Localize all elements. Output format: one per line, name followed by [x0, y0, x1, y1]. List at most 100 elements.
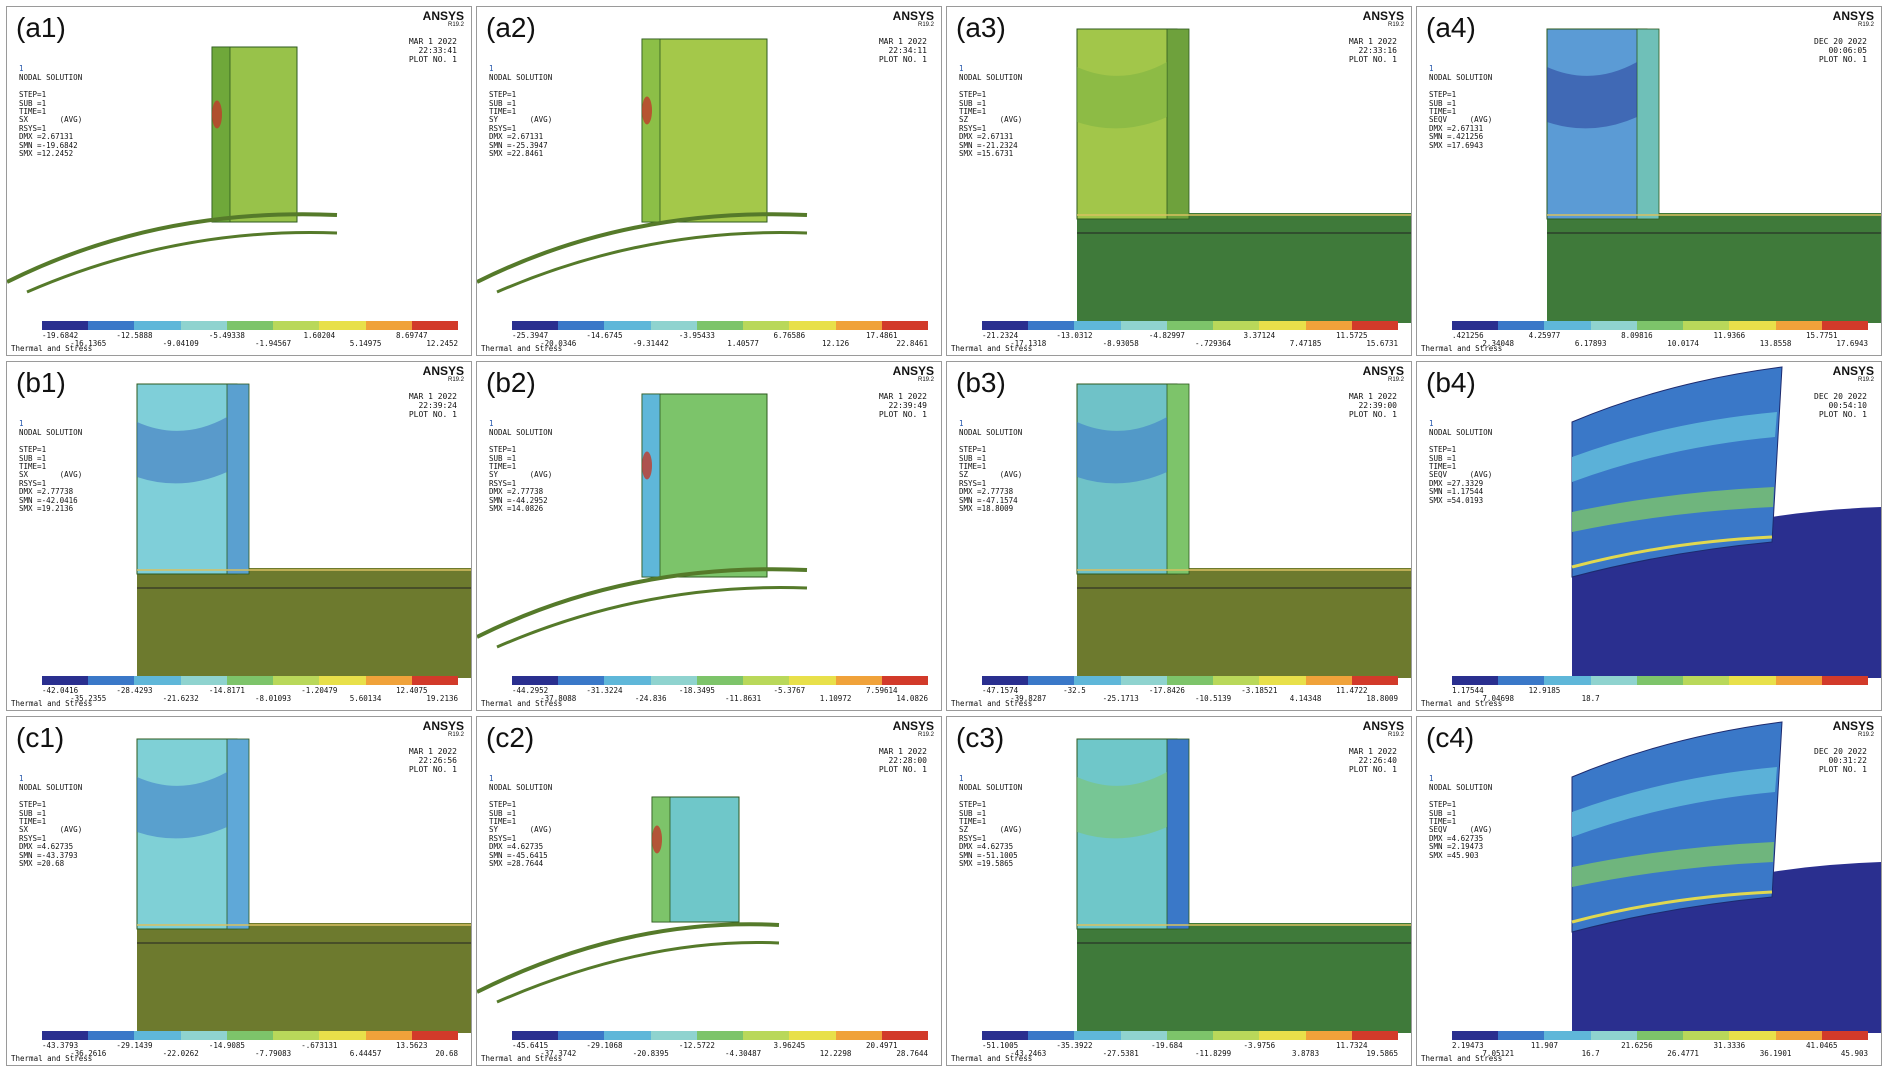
legend-swatch [604, 676, 651, 685]
legend-tick-label: -51.1005 [982, 1041, 1019, 1050]
legend-swatch [1775, 676, 1822, 685]
legend-tick-label: 2.19473 [1452, 1041, 1484, 1050]
brand-text: ANSYS [892, 364, 934, 378]
legend-swatch [512, 321, 559, 330]
plot-number: PLOT NO. 1 [408, 55, 457, 64]
plot-time: 22:33:41 [418, 46, 457, 55]
info-line: NODAL SOLUTION [1429, 73, 1493, 83]
stress-hotspot [642, 451, 652, 480]
legend-swatch [696, 321, 744, 330]
plot-time: 22:39:49 [888, 401, 927, 410]
legend-tick-label: 18.8009 [1366, 694, 1398, 703]
fem-model-render [1546, 28, 1881, 323]
info-line: SMX =15.6731 [959, 149, 1014, 159]
plot-date: MAR 1 2022 [1348, 392, 1397, 401]
legend-swatch [1683, 321, 1730, 330]
legend-swatch [319, 321, 366, 330]
plot-number: PLOT NO. 1 [408, 765, 457, 774]
plot-date: DEC 20 2022 [1814, 392, 1867, 401]
legend-tick-label: 3.37124 [1243, 331, 1276, 340]
stress-hotspot [642, 96, 652, 125]
shell-strip [1166, 738, 1190, 930]
version-text: R19.2 [1857, 377, 1874, 383]
legend-swatch [1166, 1031, 1214, 1040]
contour-legend [42, 321, 458, 330]
info-line: SY (AVG) [489, 115, 553, 125]
info-line: SEQV (AVG) [1429, 470, 1493, 480]
legend-swatch [365, 676, 412, 685]
window-number: 1 [959, 774, 964, 783]
info-line: STEP=1 [19, 445, 47, 455]
legend-swatch [1213, 1031, 1260, 1040]
panel-label: (b1) [16, 367, 66, 398]
panel-label: (b4) [1426, 367, 1476, 398]
legend-ticks-bottom: -17.1318 -8.93058 -.729364 7.47185 15.6731 [982, 339, 1398, 348]
info-line: TIME=1 [1429, 462, 1457, 472]
brand-text: ANSYS [1832, 364, 1874, 378]
info-line: TIME=1 [489, 817, 517, 827]
shell-edge [1571, 890, 1773, 924]
legend-tick-label: -19.684 [1151, 1041, 1183, 1050]
legend-tick-label: 12.126 [822, 339, 850, 348]
legend-swatch [1213, 676, 1260, 685]
window-number: 1 [19, 64, 24, 73]
legend-swatch [1351, 321, 1398, 330]
info-line: SMX =14.0826 [489, 504, 544, 514]
legend-tick-label: -24.836 [634, 694, 667, 703]
brand-text: ANSYS [422, 364, 464, 378]
legend-tick-label: -8.93058 [1102, 339, 1139, 348]
info-line: NODAL SOLUTION [959, 428, 1023, 438]
legend-swatch [42, 676, 89, 685]
window-number: 1 [489, 64, 494, 73]
legend-swatch [743, 1031, 790, 1040]
legend-tick-label: -10.5139 [1195, 694, 1232, 703]
shell-band-1 [1572, 767, 1777, 837]
solution-info: 1 NODAL SOLUTION STEP=1 SUB =1 TIME=1 SEQV (… [1429, 419, 1493, 505]
legend-tick-label: 8.09816 [1621, 331, 1653, 340]
plot-number: PLOT NO. 1 [878, 410, 927, 419]
shell-strip [1166, 383, 1190, 575]
legend-tick-label: 19.5865 [1366, 1049, 1398, 1058]
legend-ticks-bottom: -36.2616 -22.0262 -7.79083 6.44457 20.68 [42, 1049, 458, 1058]
contour-legend [982, 321, 1398, 330]
legend-ticks-top: -51.1005 -35.3922 -19.684 -3.9756 11.7324 [982, 1041, 1398, 1050]
legend-tick-label: -35.2355 [70, 694, 107, 703]
legend-swatch [1683, 1031, 1730, 1040]
info-line: SMX =18.8009 [959, 504, 1014, 514]
legend-ticks-top: .421256 4.25977 8.09816 11.9366 15.7751 [1452, 331, 1868, 340]
legend-tick-label: 7.04698 [1482, 694, 1515, 703]
legend-tick-label: -35.3922 [1056, 1041, 1093, 1050]
ring-curve-inner [496, 586, 808, 649]
legend-swatch [1120, 321, 1167, 330]
legend-tick-label: -3.18521 [1241, 686, 1278, 695]
legend-ticks-top: 2.19473 11.907 21.6256 31.3336 41.0465 [1452, 1041, 1868, 1050]
legend-tick-label: .421256 [1452, 331, 1484, 340]
legend-tick-label: 36.1901 [1759, 1049, 1792, 1058]
legend-tick-label: 8.69747 [395, 331, 428, 340]
brand-text: ANSYS [892, 719, 934, 733]
shell-band-1 [1572, 412, 1777, 482]
info-line: TIME=1 [959, 107, 987, 117]
legend-tick-label: -11.8299 [1195, 1049, 1232, 1058]
legend-swatch [1544, 676, 1591, 685]
info-line: SZ (AVG) [959, 470, 1023, 480]
legend-swatch [1259, 676, 1306, 685]
panel-c3: (c3) ANSYS R19.2 MAR 1 2022 22:26:40 PLOT NO.… [946, 716, 1412, 1066]
plot-time: 22:39:24 [418, 401, 457, 410]
info-line: RSYS=1 [489, 833, 517, 843]
date-block: MAR 1 2022 22:26:40 PLOT NO. 1 [1349, 747, 1397, 774]
ansys-logo: ANSYS R19.2 [1363, 9, 1404, 28]
legend-tick-label: 11.7324 [1335, 1041, 1368, 1050]
legend-swatch [1498, 676, 1545, 685]
shell-body [641, 393, 768, 578]
panel-c2: (c2) ANSYS R19.2 MAR 1 2022 22:28:00 PLOT NO.… [476, 716, 942, 1066]
legend-tick-label: -19.6842 [42, 331, 79, 340]
legend-tick-label: -20.0346 [540, 339, 577, 348]
legend-tick-label: 7.47185 [1289, 339, 1322, 348]
legend-swatch [558, 321, 605, 330]
info-line: DMX =2.67131 [489, 132, 544, 142]
legend-swatch [411, 1031, 458, 1040]
legend-tick-label: 7.05121 [1482, 1049, 1515, 1058]
legend-tick-label: -36.2616 [70, 1049, 107, 1058]
legend-tick-label: 14.0826 [896, 694, 928, 703]
